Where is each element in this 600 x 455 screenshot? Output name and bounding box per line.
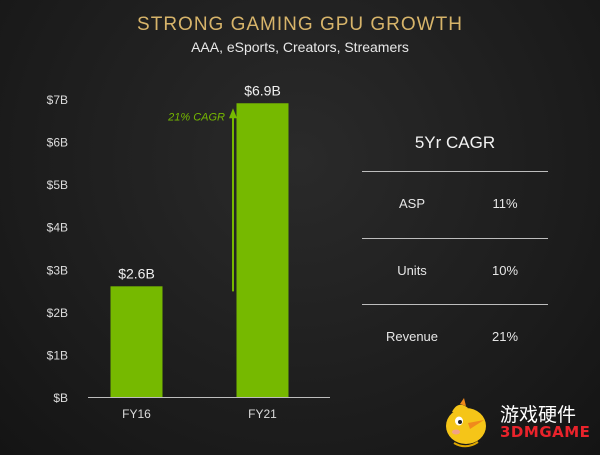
cagr-row-value: 11% — [492, 196, 518, 211]
cagr-row-label: Revenue — [385, 329, 439, 344]
chart-subtitle: AAA, eSports, Creators, Streamers — [191, 39, 409, 55]
chick-mascot-icon — [446, 398, 486, 448]
y-tick-label: $6B — [47, 136, 68, 150]
y-tick-label: $4B — [47, 221, 68, 235]
cagr-row-label: ASP — [398, 196, 425, 211]
chart-title: STRONG GAMING GPU GROWTH — [137, 14, 463, 35]
cagr-row-value: 10% — [491, 263, 519, 278]
y-tick-label: $2B — [47, 306, 68, 320]
cagr-row-value: 21% — [491, 329, 519, 344]
y-tick-label: $5B — [47, 178, 68, 192]
cagr-title: 5Yr CAGR — [414, 133, 496, 152]
watermark: 游戏硬件 3DMGAME — [438, 396, 598, 452]
watermark-cn: 游戏硬件 — [500, 404, 577, 426]
y-tick-label: $1B — [47, 348, 68, 362]
y-tick-label: $B — [53, 391, 68, 405]
bar — [236, 103, 289, 397]
cagr-annotation: 21% CAGR — [167, 111, 225, 123]
x-tick-label: FY21 — [248, 407, 277, 421]
cagr-row-label: Units — [397, 263, 427, 278]
bar-data-label: $6.9B — [244, 82, 281, 98]
y-tick-label: $7B — [47, 93, 68, 107]
bar — [110, 286, 163, 397]
watermark-en: 3DMGAME — [500, 423, 591, 441]
cagr-row-revenue: Revenue 21% — [362, 304, 548, 371]
cagr-row-units: Units 10% — [362, 238, 548, 305]
bar-data-label: $2.6B — [118, 265, 155, 281]
cagr-arrow-head — [229, 108, 237, 119]
x-tick-label: FY16 — [122, 407, 151, 421]
y-tick-label: $3B — [47, 263, 68, 277]
cagr-row-asp: ASP 11% — [362, 171, 548, 238]
